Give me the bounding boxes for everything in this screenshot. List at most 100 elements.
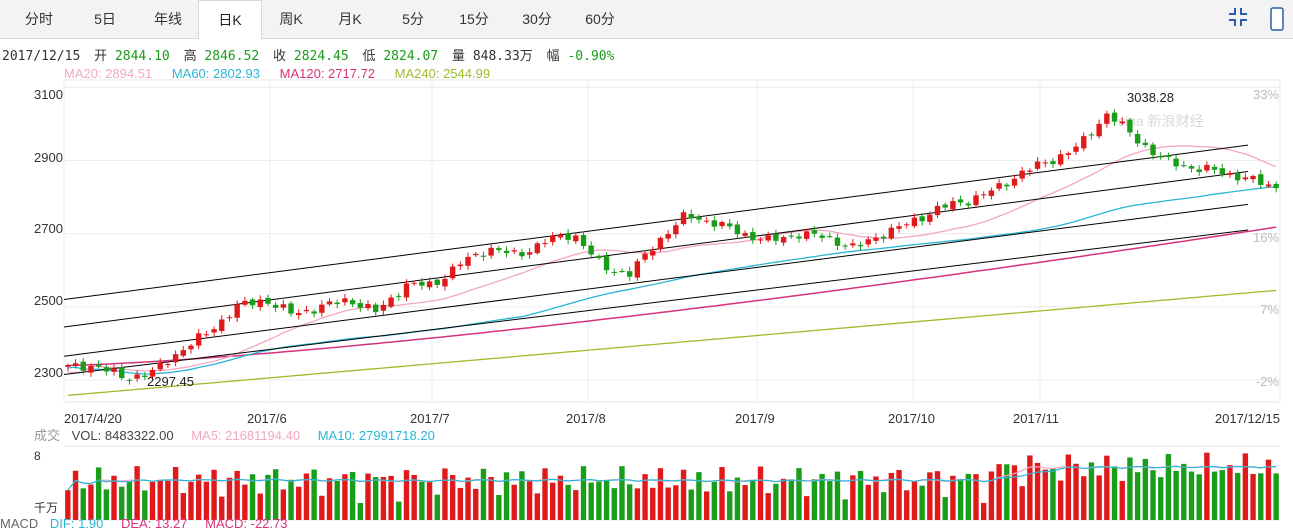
volume-bar <box>1273 473 1279 520</box>
volume-bar <box>211 469 217 520</box>
volume-bar <box>272 469 279 520</box>
candle-body <box>119 367 125 379</box>
low-value: 2824.07 <box>383 49 439 64</box>
candle-body <box>611 271 617 273</box>
candle-body <box>1211 166 1218 170</box>
candle-body <box>503 250 510 254</box>
volume-bar <box>904 490 910 520</box>
vol-y-top: 8 <box>34 449 41 463</box>
quote-date: 2017/12/15 <box>2 49 81 64</box>
volume-bar <box>888 472 895 520</box>
volume-bar <box>788 479 794 520</box>
candle-body <box>465 256 471 266</box>
candle-body <box>1088 134 1095 136</box>
candle-body <box>657 237 664 250</box>
volume-bar <box>573 490 579 520</box>
period-tabs: 分时 5日 年线 日K 周K 月K 5分 15分 30分 60分 <box>0 0 1293 40</box>
candle-body <box>203 334 210 336</box>
candle-body <box>326 301 333 305</box>
candle-body <box>480 255 487 257</box>
volume-bar <box>319 495 325 520</box>
volume-title: 成交 <box>34 428 61 443</box>
volume-bar <box>796 468 802 520</box>
tab-5day[interactable]: 5日 <box>94 11 116 27</box>
tab-monthly-k[interactable]: 月K <box>338 11 362 27</box>
candle-body <box>249 299 256 306</box>
channel-line <box>63 203 1249 357</box>
tab-15min[interactable]: 15分 <box>459 11 489 27</box>
volume-bar <box>665 487 671 520</box>
tab-30min[interactable]: 30分 <box>522 11 552 27</box>
watermark: sina 新浪财经 <box>1118 113 1204 129</box>
candle-body <box>965 203 971 206</box>
candle-body <box>280 304 287 308</box>
candle-body <box>1273 183 1279 189</box>
volume-bar <box>473 488 479 520</box>
compress-icon[interactable] <box>1225 6 1251 32</box>
tab-60min[interactable]: 60分 <box>585 11 615 27</box>
volume-bar <box>857 470 864 520</box>
tab-5min[interactable]: 5分 <box>402 11 424 27</box>
x-label-nov: 2017/11 <box>1013 411 1059 426</box>
candle-body <box>865 239 871 245</box>
candle-body <box>596 255 602 259</box>
candle-body <box>1250 176 1256 180</box>
volume-bar <box>950 475 956 520</box>
volume-bar <box>88 484 94 520</box>
ma120-line <box>67 226 1277 367</box>
volume-bar <box>827 481 833 520</box>
tab-intraday[interactable]: 分时 <box>25 11 53 27</box>
volume-bar <box>1181 463 1187 520</box>
volume-bar <box>119 486 125 520</box>
candle-body <box>1104 113 1110 124</box>
volume-bar <box>172 466 179 520</box>
x-label-jul: 2017/7 <box>410 411 450 426</box>
volume-bar <box>696 472 702 520</box>
volume-label: 量 <box>451 49 465 64</box>
candle-body <box>1181 165 1187 167</box>
macd-dea: DEA: 13.27 <box>121 516 188 531</box>
candle-body <box>988 190 995 196</box>
volume-bar <box>765 493 771 520</box>
open-value: 2844.10 <box>114 49 170 64</box>
candle-body <box>603 256 610 271</box>
candle-body <box>1265 184 1272 187</box>
tab-daily-k[interactable]: 日K <box>198 0 262 40</box>
macd-title: MACD <box>0 516 39 531</box>
candle-body <box>1134 133 1141 144</box>
candle-body <box>349 300 356 305</box>
candle-body <box>342 298 348 303</box>
volume-bar <box>1104 455 1110 520</box>
volume-bar <box>927 472 933 520</box>
low-annotation: 2297.45 <box>147 374 194 389</box>
scrollbar[interactable] <box>1269 6 1285 32</box>
volume-bar <box>711 481 718 520</box>
candle-body <box>811 230 818 234</box>
candle-body <box>734 224 741 235</box>
volume-bar <box>550 482 556 520</box>
candle-body <box>557 235 564 238</box>
y-tick-2700: 2700 <box>34 221 63 236</box>
candle-body <box>1011 178 1018 186</box>
candle-body <box>126 379 133 381</box>
channel-line <box>63 229 1249 376</box>
candle-body <box>796 236 802 239</box>
volume-bar <box>842 499 848 520</box>
tab-weekly-k[interactable]: 周K <box>279 11 303 27</box>
volume-bar <box>480 468 487 520</box>
candle-body <box>103 367 110 372</box>
candle-body <box>1227 172 1233 175</box>
tab-year[interactable]: 年线 <box>154 11 182 27</box>
candle-body <box>519 252 525 257</box>
volume-bar <box>334 480 340 520</box>
volume-bar <box>734 477 741 520</box>
change-value: -0.90% <box>567 49 615 64</box>
macd-value: MACD: -22.73 <box>205 516 288 531</box>
volume-bar <box>880 492 887 520</box>
volume-bar <box>803 496 810 520</box>
candle-body <box>303 309 310 312</box>
candle-body <box>511 250 517 252</box>
volume-bar <box>911 481 918 520</box>
candle-body <box>642 253 648 260</box>
candle-body <box>1027 170 1033 172</box>
